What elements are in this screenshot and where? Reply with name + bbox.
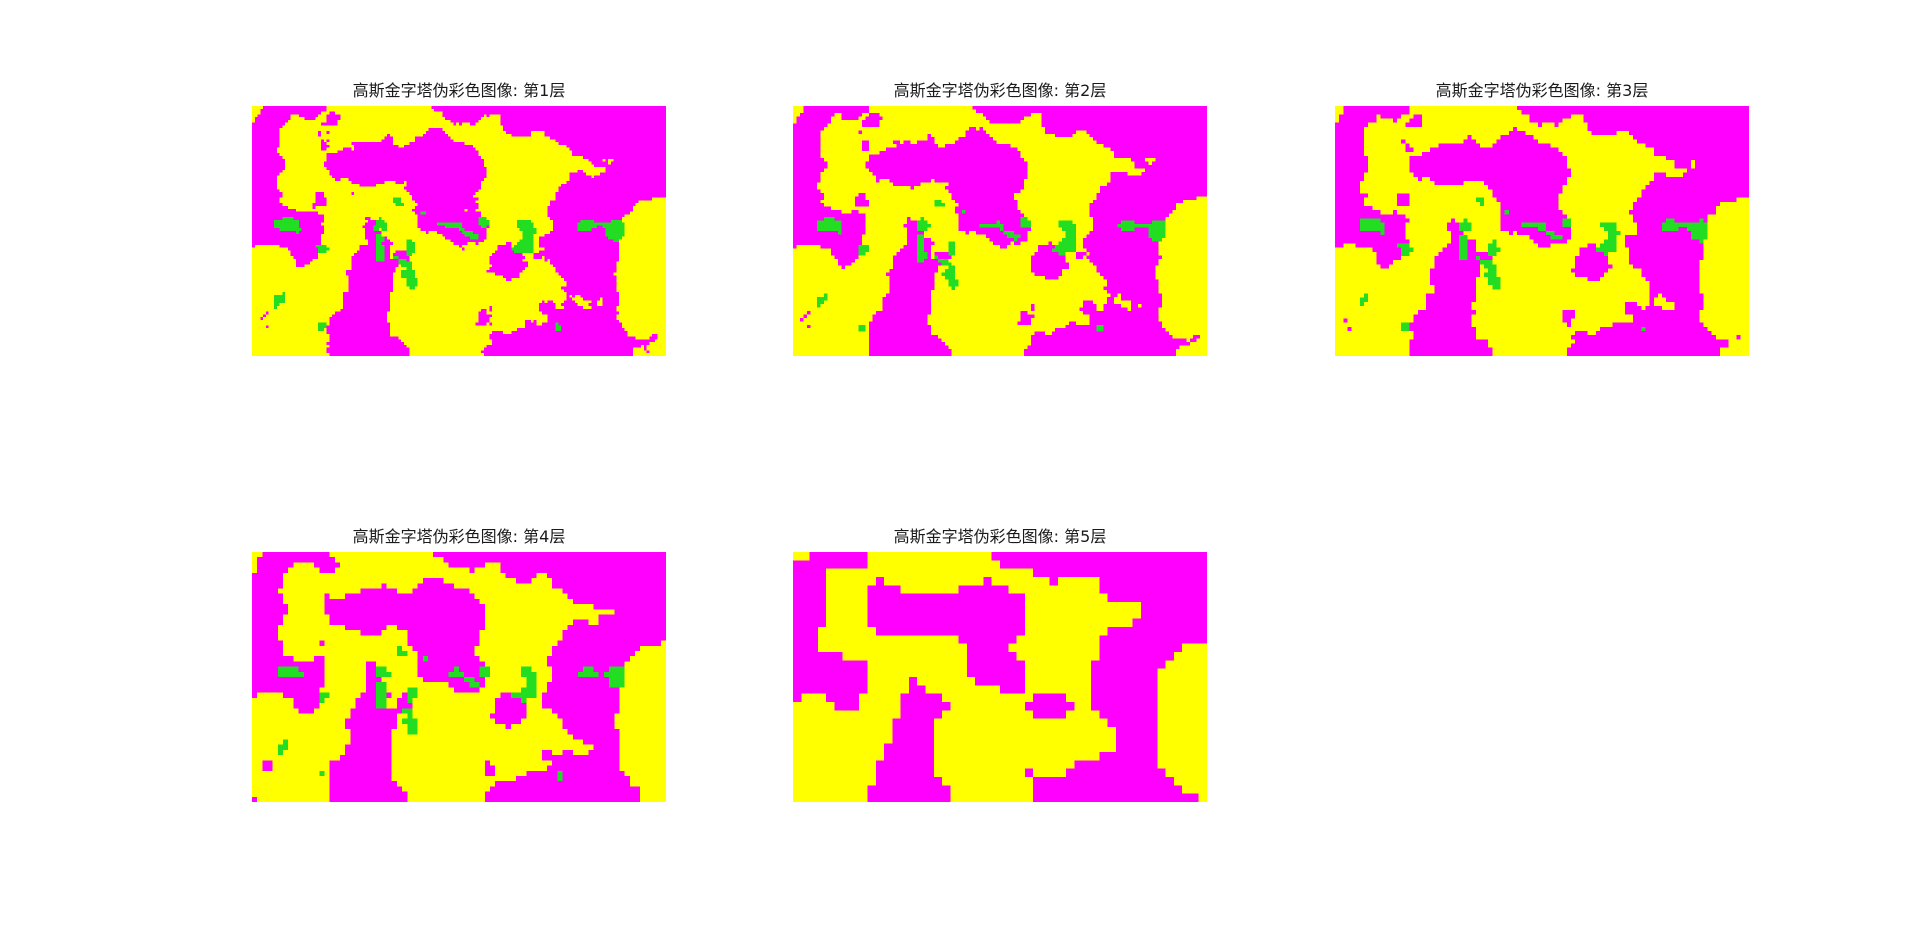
panel-title: 高斯金字塔伪彩色图像: 第4层 bbox=[252, 526, 666, 548]
panel-title: 高斯金字塔伪彩色图像: 第5层 bbox=[793, 526, 1207, 548]
panel-title: 高斯金字塔伪彩色图像: 第3层 bbox=[1335, 80, 1749, 102]
pseudocolor-image bbox=[793, 552, 1207, 802]
pseudocolor-image bbox=[793, 106, 1207, 356]
panel-title: 高斯金字塔伪彩色图像: 第1层 bbox=[252, 80, 666, 102]
pseudocolor-image bbox=[1335, 106, 1749, 356]
pseudocolor-image bbox=[252, 552, 666, 802]
pseudocolor-image bbox=[252, 106, 666, 356]
panel-title: 高斯金字塔伪彩色图像: 第2层 bbox=[793, 80, 1207, 102]
